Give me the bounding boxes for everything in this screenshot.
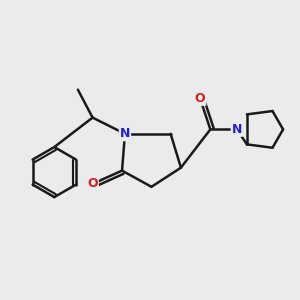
Text: O: O: [87, 177, 98, 190]
Text: N: N: [232, 123, 242, 136]
Text: O: O: [195, 92, 206, 105]
Text: N: N: [120, 127, 130, 140]
